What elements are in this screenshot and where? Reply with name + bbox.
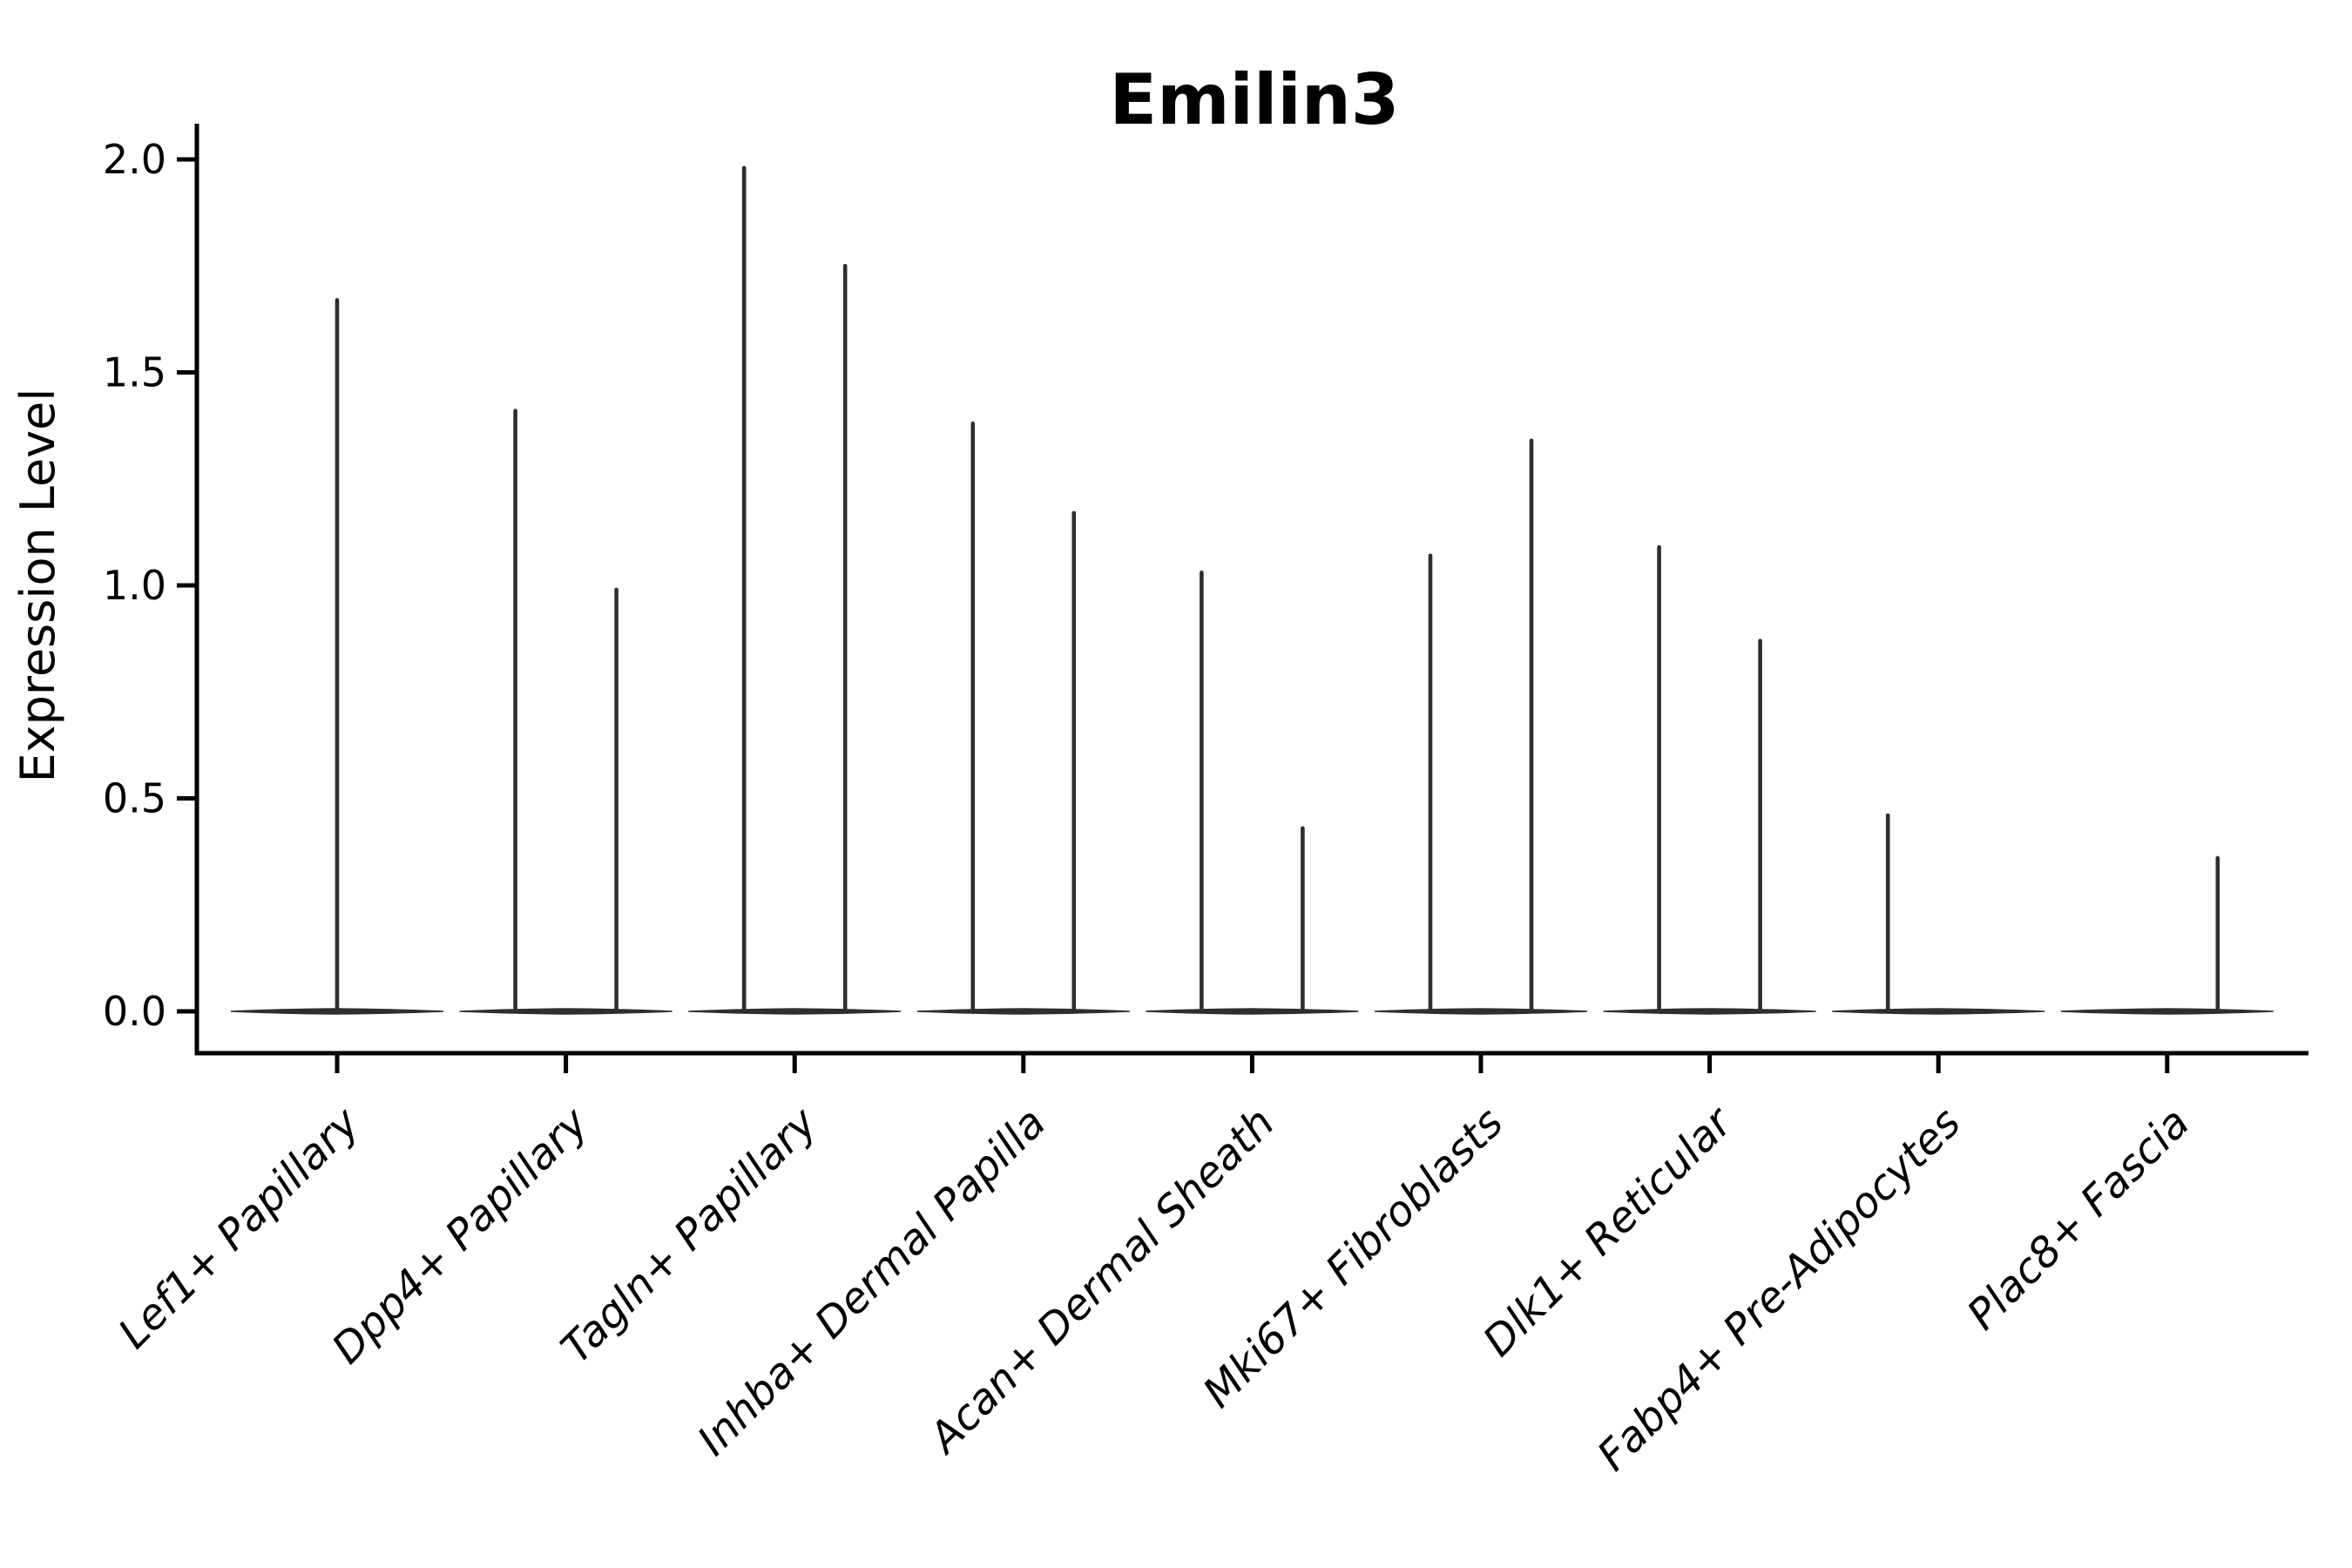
violins-layer	[230, 166, 2274, 1015]
x-tick-label: Dpp4+ Papillary	[322, 1098, 598, 1373]
violin-body	[2060, 1008, 2274, 1015]
x-tick-label: Fabp4+ Pre-Adipocytes	[1588, 1098, 1970, 1481]
y-tick-label: 0.5	[103, 775, 166, 822]
plot-title: Emilin3	[1110, 59, 1400, 140]
violin-body	[688, 1008, 902, 1015]
x-tick-label: Lef1+ Papillary	[109, 1098, 369, 1358]
x-tick-label: Tagln+ Papillary	[551, 1098, 827, 1373]
y-tick-label: 1.5	[103, 349, 166, 396]
y-tick-label: 0.0	[103, 988, 166, 1035]
violin-body	[916, 1008, 1130, 1015]
violin-body	[1374, 1008, 1588, 1015]
y-tick-label: 1.0	[103, 562, 166, 609]
x-tick-label: Dlk1+ Reticular	[1474, 1097, 1744, 1367]
violin-body	[1832, 1008, 2045, 1015]
y-tick-label: 2.0	[103, 136, 166, 183]
y-axis-label: Expression Level	[10, 389, 65, 783]
violin-body	[1603, 1008, 1816, 1015]
x-tick-label: Plac8+ Fascia	[1958, 1098, 2200, 1340]
violin-body	[1146, 1008, 1359, 1015]
violin-body	[459, 1008, 672, 1015]
